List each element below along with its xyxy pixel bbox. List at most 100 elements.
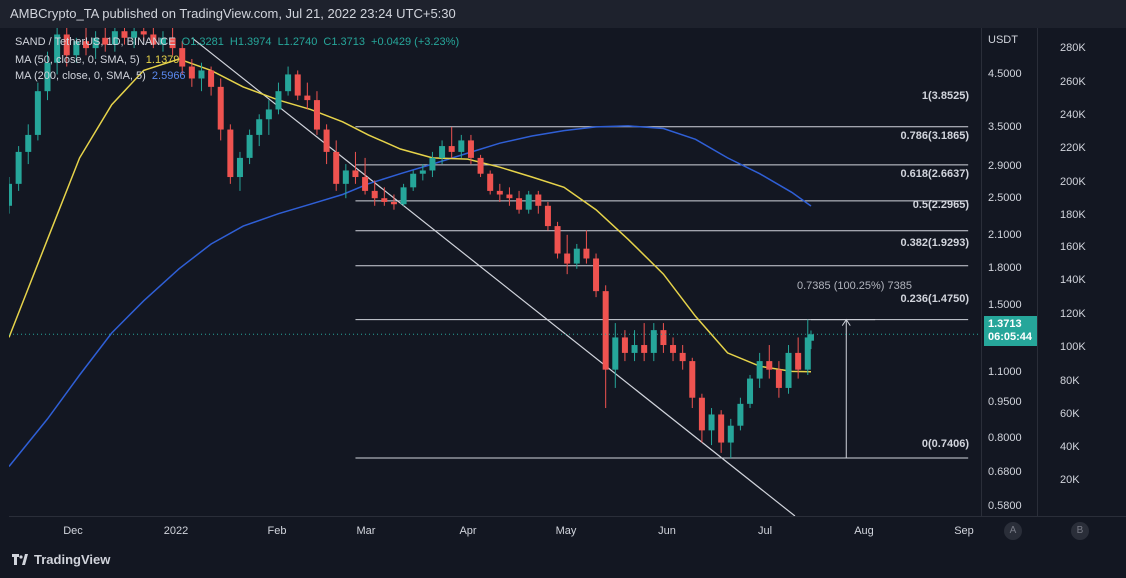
candle-body	[785, 352, 792, 388]
candle-body	[573, 248, 580, 264]
candle-body	[362, 177, 369, 191]
volume-profile-axis[interactable]: 280K 260K 240K 220K 200K 180K 160K 140K …	[1037, 28, 1126, 516]
trendline	[191, 37, 796, 516]
candle-body	[304, 95, 311, 101]
candle-body	[641, 345, 648, 353]
auto-scale-button[interactable]: A	[1004, 522, 1022, 540]
candle-body	[73, 41, 80, 56]
ma50-label: MA (50, close, 0, SMA, 5)	[15, 54, 140, 66]
vol-tick: 220K	[1060, 142, 1086, 154]
candle-body	[208, 70, 215, 87]
candle-body	[766, 361, 773, 370]
candle-body	[352, 170, 359, 178]
candle-body	[670, 345, 677, 353]
candle-body	[718, 414, 725, 443]
candle-body	[631, 345, 638, 353]
vol-tick: 160K	[1060, 241, 1086, 253]
time-axis[interactable]: Dec 2022 Feb Mar Apr May Jun Jul Aug Sep	[9, 516, 981, 545]
time-tick: Dec	[63, 525, 83, 537]
price-tick: 2.9000	[988, 160, 1022, 172]
candle-body	[256, 119, 263, 135]
open-value: O1.3281	[181, 36, 224, 48]
tradingview-logo-icon	[12, 554, 28, 565]
candle-body	[564, 253, 571, 264]
fib-label: 0.236(1.4750)	[900, 293, 970, 305]
candle-body	[756, 361, 763, 379]
time-tick: Feb	[267, 525, 287, 537]
candle-body	[419, 170, 426, 174]
candle-body	[285, 74, 292, 92]
candle-body	[612, 337, 619, 370]
candle-body	[92, 37, 99, 49]
price-tick: 3.5000	[988, 121, 1022, 133]
vol-tick: 200K	[1060, 176, 1086, 188]
candle-body	[775, 369, 782, 388]
candle-body	[487, 173, 494, 191]
measure-label: 0.7385 (100.25%) 7385	[797, 280, 912, 292]
low-value: L1.2740	[277, 36, 318, 48]
candle-body	[477, 157, 484, 174]
candle-countdown: 06:05:44	[988, 331, 1033, 343]
price-tick: 2.1000	[988, 229, 1022, 241]
fib-label: 0.786(3.1865)	[900, 130, 970, 142]
price-axis[interactable]: USDT 4.5000 3.5000 2.9000 2.5000 2.1000 …	[981, 28, 1038, 516]
price-tick: 0.9500	[988, 396, 1022, 408]
candle-body	[188, 66, 195, 79]
ma50-legend[interactable]: MA (50, close, 0, SMA, 5) 1.1379	[15, 54, 182, 66]
candle-body	[179, 48, 186, 67]
axis-buttons: A B	[981, 516, 1126, 545]
candle-body	[150, 34, 157, 45]
vol-tick: 80K	[1060, 375, 1080, 387]
candle-body	[795, 352, 802, 370]
candle-body	[236, 157, 243, 178]
candle-body	[544, 205, 551, 227]
change-value: +0.0429 (+3.23%)	[371, 36, 460, 48]
ma200-legend[interactable]: MA (200, close, 0, SMA, 5) 2.5966	[15, 70, 189, 82]
candle-body	[198, 70, 205, 79]
candle-body	[698, 397, 705, 431]
candle-body	[737, 403, 744, 426]
candle-body	[679, 352, 686, 362]
candle-body	[390, 201, 397, 205]
candle-body	[102, 37, 109, 45]
current-price-badge: 1.3713 06:05:44	[984, 316, 1040, 346]
symbol-name[interactable]: SAND / TetherUS, 1D, BINANCE	[15, 36, 176, 48]
candle-body	[650, 330, 657, 353]
vol-tick: 180K	[1060, 209, 1086, 221]
candle-body	[15, 151, 22, 184]
price-axis-currency: USDT	[988, 34, 1018, 46]
candle-body	[342, 170, 349, 184]
chart-area[interactable]: SAND / TetherUS, 1D, BINANCE O1.3281 H1.…	[9, 28, 981, 516]
time-tick: Jul	[757, 525, 773, 537]
candle-body	[333, 151, 340, 184]
candle-body	[516, 198, 523, 210]
measure-arrow-head	[841, 318, 851, 326]
candle-body	[807, 334, 814, 341]
candle-body	[131, 31, 138, 38]
candle-body	[169, 37, 176, 49]
candle-body	[496, 190, 503, 195]
price-chart[interactable]	[9, 28, 981, 516]
vol-tick: 60K	[1060, 408, 1080, 420]
fib-label: 0.382(1.9293)	[900, 237, 970, 249]
published-text: AMBCrypto_TA published on TradingView.co…	[10, 6, 456, 21]
candle-body	[458, 140, 465, 152]
candle-body	[621, 337, 628, 353]
scale-b-button[interactable]: B	[1071, 522, 1089, 540]
candle-body	[323, 129, 330, 152]
ma200-value: 2.5966	[151, 70, 186, 82]
candle-body	[9, 183, 12, 206]
ma50-value: 1.1379	[145, 54, 180, 66]
tradingview-logo[interactable]: TradingView	[12, 552, 110, 567]
current-price-value: 1.3713	[988, 318, 1022, 330]
candle-body	[535, 194, 542, 206]
candle-body	[121, 31, 128, 38]
candle-body	[747, 378, 754, 404]
candle-body	[44, 62, 51, 92]
price-tick: 1.1000	[988, 366, 1022, 378]
high-value: H1.3974	[229, 36, 272, 48]
candle-body	[63, 34, 70, 56]
time-tick: Apr	[459, 525, 477, 537]
vol-tick: 20K	[1060, 474, 1080, 486]
time-tick: 2022	[163, 525, 189, 537]
